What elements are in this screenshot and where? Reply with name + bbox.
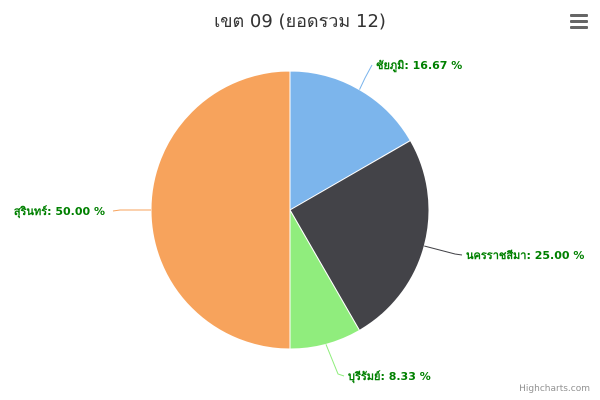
connector-line-3	[325, 344, 345, 377]
menu-bar-2	[570, 20, 588, 23]
data-label-3: บุรีรัมย์: 8.33 %	[348, 370, 431, 384]
pie-slice-4[interactable]	[150, 70, 291, 350]
connector-line-4	[112, 209, 151, 212]
menu-bar-1	[570, 14, 588, 17]
pie-slice-1[interactable]	[289, 70, 412, 211]
connector-line-1	[359, 64, 373, 90]
menu-icon[interactable]	[568, 12, 590, 32]
pie-slice-2[interactable]	[289, 139, 430, 332]
data-label-1: ชัยภูมิ: 16.67 %	[376, 59, 462, 73]
chart-title: เขต 09 (ยอดรวม 12)	[214, 11, 386, 32]
connector-line-2	[424, 245, 463, 256]
menu-bar-3	[570, 26, 588, 29]
data-label-4: สุรินทร์: 50.00 %	[14, 205, 105, 219]
data-label-2: นครราชสีมา: 25.00 %	[466, 249, 584, 262]
credits-link[interactable]: Highcharts.com	[519, 384, 590, 394]
